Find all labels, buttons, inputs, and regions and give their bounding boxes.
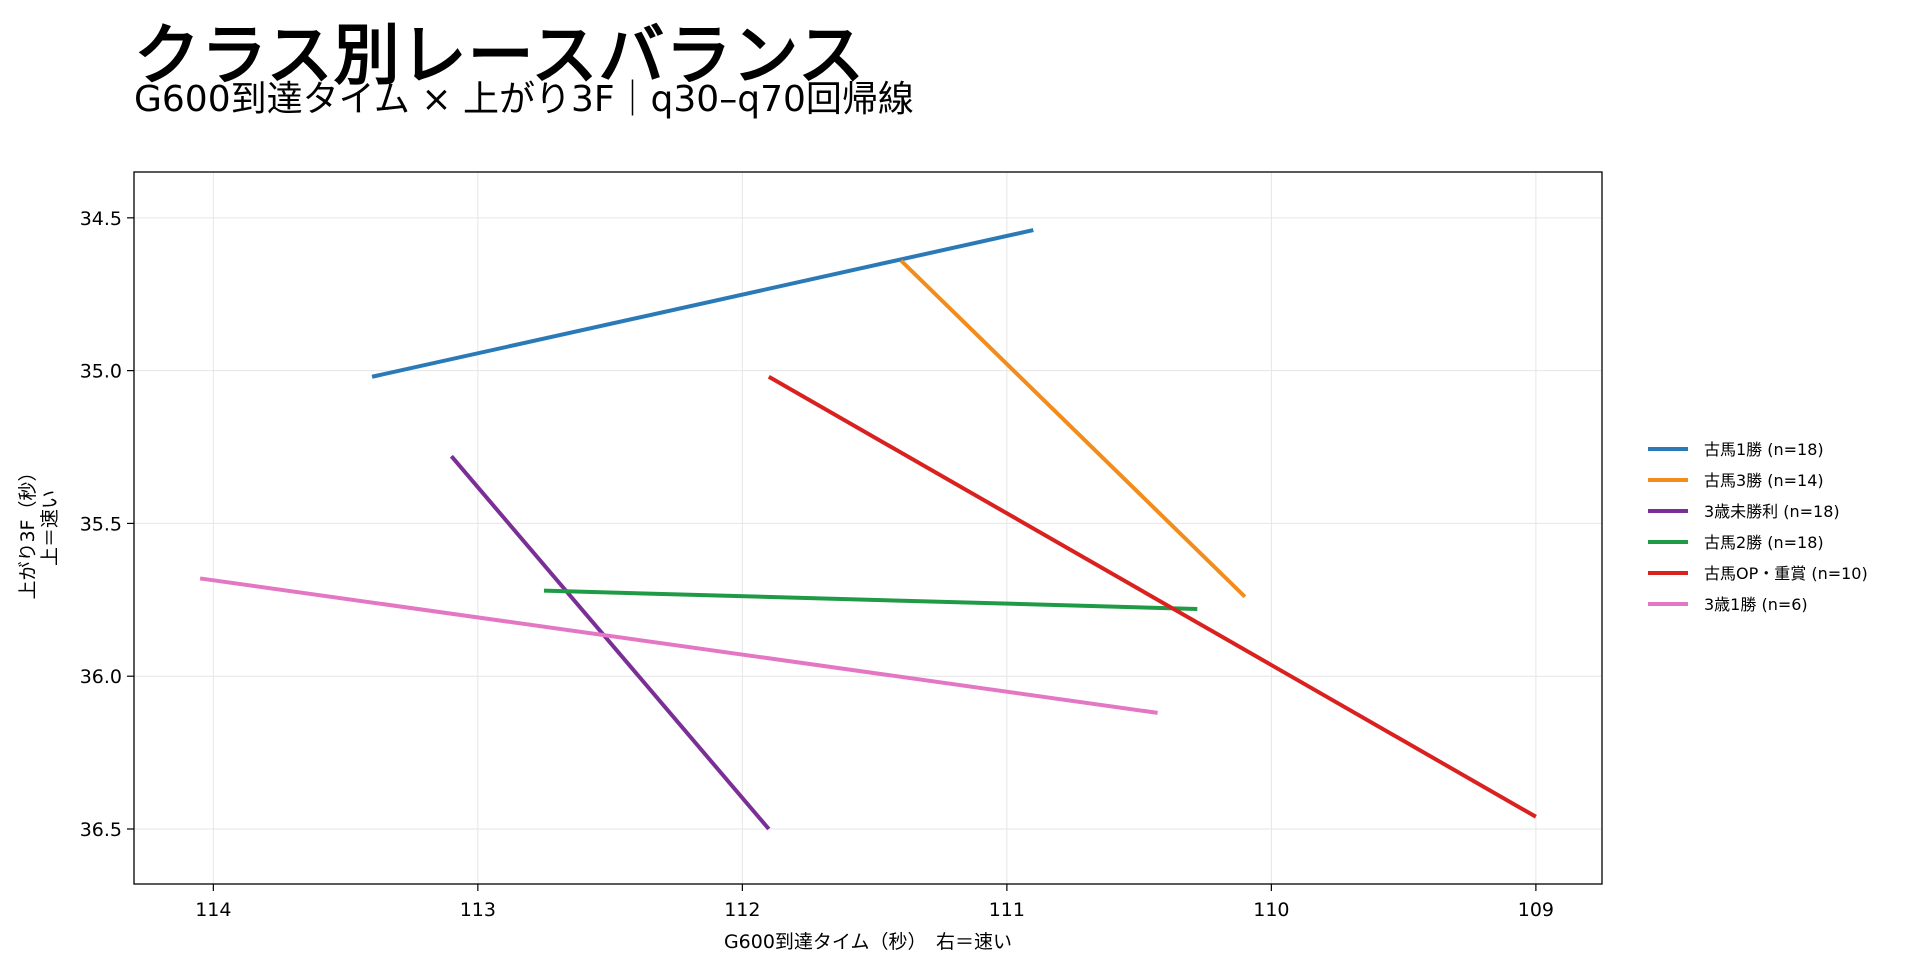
legend-label-1: 古馬1勝 (n=18) [1704,440,1824,459]
x-tick-label: 113 [460,899,496,921]
y-axis-label-line-2: 上＝速い [39,490,61,566]
series-line-4 [543,588,1198,611]
x-axis-ticks: 114 113 112 111 110 109 [195,884,1554,921]
plot-frame [133,171,1603,885]
legend: 古馬1勝 (n=18) 古馬3勝 (n=14) 3歳未勝利 (n=18) 古馬2勝 (… [1648,440,1868,614]
y-tick-label: 35.0 [80,361,122,383]
grid-lines [134,172,1602,884]
y-tick-label: 35.5 [80,513,122,535]
legend-label-4: 古馬2勝 (n=18) [1704,533,1824,552]
x-tick-label: 111 [989,899,1025,921]
series-lines [199,228,1537,831]
chart-subtitle: G600到達タイム × 上がり3F｜q30–q70回帰線 [134,79,914,120]
series-line-3 [449,454,771,831]
y-axis-ticks: 34.5 35.0 35.5 36.0 36.5 [80,208,134,841]
x-tick-label: 110 [1253,899,1289,921]
y-axis-label: 上がり3F（秒） 上＝速い [17,456,61,599]
series-line-6 [199,576,1158,715]
legend-label-2: 古馬3勝 (n=14) [1704,471,1824,490]
legend-label-6: 3歳1勝 (n=6) [1704,595,1808,614]
y-axis-label-line-1: 上がり3F（秒） [17,463,39,600]
y-tick-label: 36.0 [80,666,122,688]
chart-title: クラス別レースバランス [134,17,866,94]
x-tick-label: 114 [195,899,231,921]
x-tick-label: 112 [724,899,760,921]
y-tick-label: 36.5 [80,819,122,841]
series-line-1 [371,228,1034,379]
legend-label-5: 古馬OP・重賞 (n=10) [1704,564,1868,583]
series-line-2 [899,259,1247,599]
series-line-5 [767,375,1537,819]
y-tick-label: 34.5 [80,208,122,230]
x-axis-label: G600到達タイム（秒） 右＝速い [724,931,1012,953]
legend-label-3: 3歳未勝利 (n=18) [1704,502,1840,521]
x-tick-label: 109 [1518,899,1554,921]
